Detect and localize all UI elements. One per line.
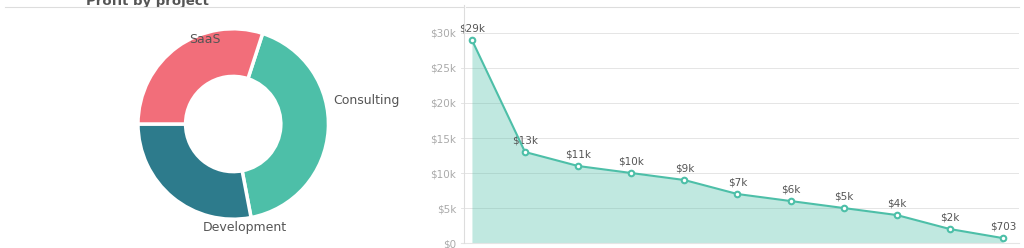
Text: $11k: $11k <box>565 150 591 160</box>
Text: $7k: $7k <box>728 178 748 188</box>
Text: $10k: $10k <box>618 157 644 167</box>
Text: $29k: $29k <box>459 24 485 34</box>
Text: $703: $703 <box>990 222 1016 232</box>
Wedge shape <box>242 33 329 217</box>
Text: $9k: $9k <box>675 164 694 174</box>
Text: SaaS: SaaS <box>188 33 220 46</box>
Text: Consulting: Consulting <box>333 94 399 107</box>
Wedge shape <box>138 29 262 124</box>
Text: Development: Development <box>203 221 287 234</box>
Text: $6k: $6k <box>781 185 800 195</box>
Text: $2k: $2k <box>940 213 959 223</box>
Text: $13k: $13k <box>512 136 538 146</box>
Text: Profit by project: Profit by project <box>86 0 209 8</box>
Wedge shape <box>138 124 251 219</box>
Text: $4k: $4k <box>887 199 906 209</box>
Text: $5k: $5k <box>834 192 853 202</box>
